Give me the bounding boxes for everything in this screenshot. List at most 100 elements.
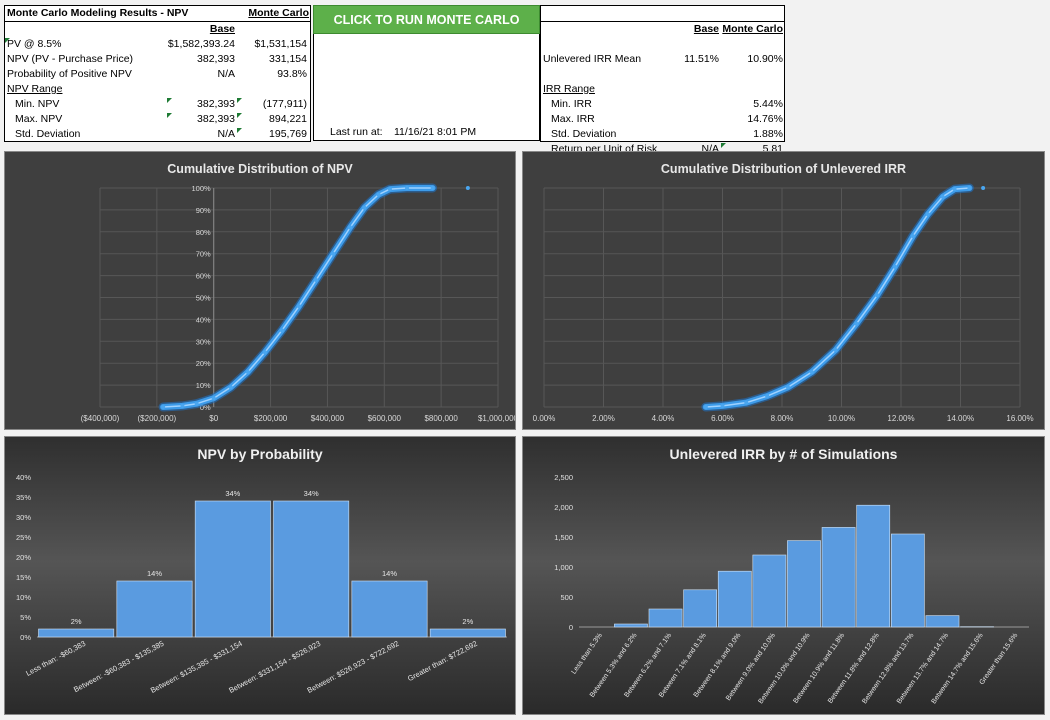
y-tick-label: 15% (16, 573, 31, 582)
monte-carlo-value: 10.90% (747, 53, 783, 65)
y-tick-label: 30% (196, 337, 211, 346)
data-point (981, 186, 986, 190)
data-point (765, 394, 770, 399)
row-label: Std. Deviation (15, 128, 81, 140)
irr-simulations-svg: Unlevered IRR by # of Simulations 0 500 1,0… (554, 446, 1029, 705)
x-tick-label: $200,000 (254, 414, 288, 423)
y-tick-label: 10% (16, 593, 31, 602)
bar (116, 580, 193, 638)
table-row: Unlevered IRR Mean 11.51% 10.90% (541, 52, 784, 67)
table-row (541, 67, 784, 82)
base-value: 11.51% (684, 53, 719, 65)
mc-column-header: Monte Carlo (722, 23, 783, 35)
y-tick-label: 20% (196, 359, 211, 368)
data-point (854, 321, 859, 326)
data-point (279, 328, 284, 333)
x-tick-label: 12.00% (887, 414, 914, 423)
y-tick-label: 90% (196, 206, 211, 215)
table-row: Std. Deviation N/A 195,769 (5, 127, 310, 142)
bar-value-label: 14% (382, 569, 397, 578)
monte-carlo-value: $1,531,154 (254, 38, 307, 50)
row-label: Min. IRR (551, 98, 592, 110)
table-row: Std. Deviation 1.88% (541, 127, 784, 142)
bar (787, 540, 821, 628)
bar (821, 527, 856, 628)
monte-carlo-value: 195,769 (269, 128, 307, 140)
data-point (875, 293, 880, 298)
y-tick-label: 80% (196, 228, 211, 237)
irr-simulations-chart: Unlevered IRR by # of Simulations 0 500 1,0… (522, 436, 1045, 715)
x-tick-label: 6.00% (711, 414, 734, 423)
x-tick-label: 2.00% (592, 414, 615, 423)
data-point (331, 251, 336, 256)
data-point (194, 401, 199, 406)
y-tick-label: 2,500 (554, 473, 573, 482)
monte-carlo-value: 5.44% (753, 98, 783, 110)
base-column-header: Base (693, 23, 719, 35)
row-label: PV @ 8.5% (7, 38, 62, 50)
base-value: N/A (217, 68, 235, 80)
data-point (785, 385, 790, 390)
bar (683, 589, 718, 628)
bar-value-label: 34% (304, 489, 319, 498)
data-point (405, 186, 410, 190)
chart-title: Unlevered IRR by # of Simulations (670, 446, 898, 462)
x-tick-label: 14.00% (947, 414, 974, 423)
x-tick-label: 0.00% (533, 414, 556, 423)
data-point (967, 186, 972, 190)
monte-carlo-value: 93.8% (277, 68, 307, 80)
cell-indicator-icon (721, 143, 726, 148)
cell-indicator-icon (167, 113, 172, 118)
y-tick-label: 10% (196, 381, 211, 390)
table-row: Probability of Positive NPV N/A 93.8% (5, 67, 310, 82)
cell-indicator-icon (237, 98, 242, 103)
irr-cdf-svg: Cumulative Distribution of Unlevered IRR… (533, 162, 1034, 423)
data-point (465, 186, 470, 190)
monte-carlo-value: 894,221 (269, 113, 307, 125)
row-label: NPV (PV - Purchase Price) (7, 53, 134, 65)
base-value: 382,393 (197, 53, 235, 65)
data-point (161, 405, 166, 409)
x-tick-label: 4.00% (652, 414, 675, 423)
data-point (245, 369, 250, 374)
data-point (952, 187, 957, 192)
base-value: 382,393 (197, 98, 235, 110)
last-run-value: 11/16/21 8:01 PM (394, 126, 477, 138)
data-point (180, 403, 185, 408)
bar (351, 580, 428, 638)
y-tick-label: 35% (16, 493, 31, 502)
x-category-label: Greater than: $722,692 (406, 639, 479, 683)
row-label: IRR Range (543, 83, 595, 95)
y-tick-label: 1,500 (554, 533, 573, 542)
base-value: $1,582,393.24 (167, 38, 235, 50)
x-tick-label: $800,000 (424, 414, 458, 423)
x-tick-label: 16.00% (1006, 414, 1033, 423)
monte-carlo-value: 331,154 (269, 53, 307, 65)
data-point (262, 350, 267, 355)
table-row: NPV Range (5, 82, 310, 97)
table-row (541, 37, 784, 52)
x-tick-label: 10.00% (828, 414, 855, 423)
bar (273, 500, 350, 638)
base-column-header: Base (209, 23, 235, 35)
data-point (362, 205, 367, 210)
y-tick-label: 25% (16, 533, 31, 542)
run-monte-carlo-button[interactable]: CLICK TO RUN MONTE CARLO (313, 5, 540, 34)
irr-cdf-chart: Cumulative Distribution of Unlevered IRR… (522, 151, 1045, 430)
x-tick-label: $1,000,000 (478, 414, 515, 423)
npv-probability-svg: NPV by Probability 0% 5% 10% 15% 20% 25% 30% 35%… (16, 446, 507, 695)
table-row: Min. IRR 5.44% (541, 97, 784, 112)
x-category-label: Greater than 15.6% (979, 632, 1020, 686)
row-label: Unlevered IRR Mean (543, 53, 642, 65)
y-tick-label: 50% (196, 294, 211, 303)
run-info-panel: Last run at: 11/16/21 8:01 PM (313, 34, 540, 141)
row-label: Std. Deviation (551, 128, 617, 140)
y-tick-label: 60% (196, 272, 211, 281)
npv-cdf-svg: Cumulative Distribution of NPV ($400,000)… (81, 162, 519, 423)
x-tick-label: $0 (209, 414, 218, 423)
table-row: Min. NPV 382,393 (177,911) (5, 97, 310, 112)
base-value: N/A (217, 128, 235, 140)
data-point (720, 403, 725, 408)
chart-title: Cumulative Distribution of Unlevered IRR (661, 162, 906, 176)
mc-column-header: Monte Carlo (248, 7, 309, 19)
